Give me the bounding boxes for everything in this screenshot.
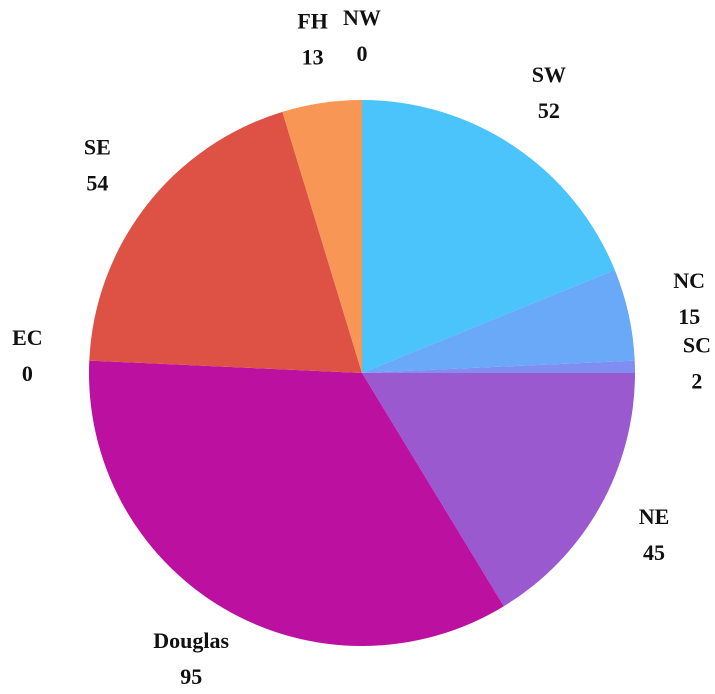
slice-value: 54 [86, 171, 108, 196]
slice-label: NW [343, 5, 381, 30]
slice-value: 52 [538, 98, 560, 123]
pie-slice [362, 360, 635, 373]
pie-slice [362, 100, 615, 373]
slice-value: 0 [357, 41, 368, 66]
slice-value: 0 [22, 361, 33, 386]
pie-slice [89, 111, 362, 373]
slice-label: FH [297, 9, 328, 34]
slice-value: 95 [180, 664, 202, 689]
slice-label: Douglas [153, 628, 229, 653]
pie-slice [362, 373, 635, 607]
slice-value: 13 [302, 45, 324, 70]
slice-label: NC [673, 268, 705, 293]
slice-label: SC [683, 332, 711, 357]
pie-slice [282, 100, 362, 373]
slice-label: EC [12, 325, 43, 350]
slice-label: NE [639, 504, 670, 529]
slice-label: SW [532, 62, 566, 87]
pie-slice [362, 269, 635, 373]
slice-value: 2 [691, 368, 702, 393]
slice-value: 45 [643, 540, 665, 565]
slice-label: SE [84, 135, 111, 160]
pie-slice [89, 360, 504, 646]
slice-value: 15 [678, 304, 700, 329]
